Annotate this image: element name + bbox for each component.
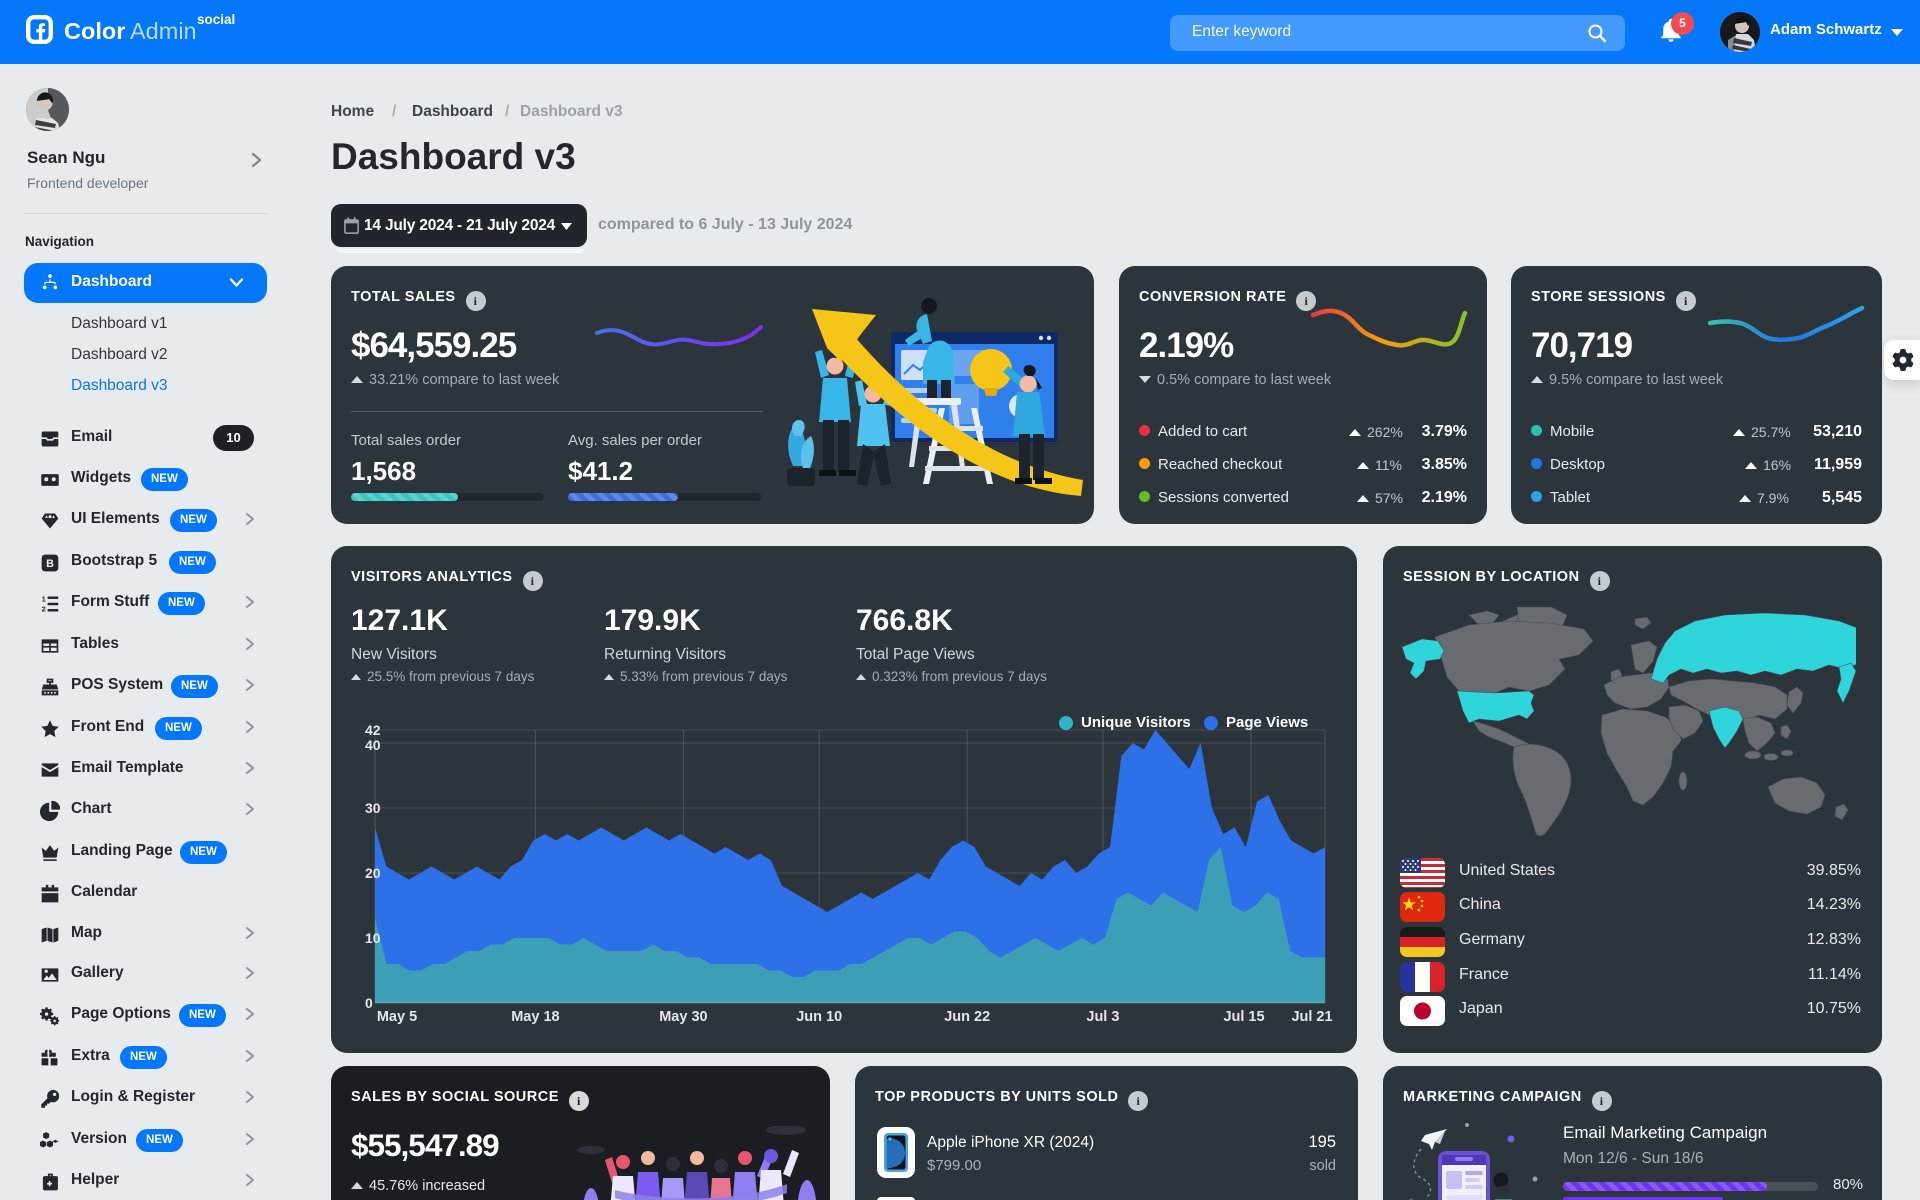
svg-text:May 5: May 5	[377, 1009, 417, 1025]
svg-text:Jun 10: Jun 10	[796, 1009, 842, 1025]
svg-text:0: 0	[365, 995, 373, 1011]
svg-text:May 18: May 18	[511, 1009, 559, 1025]
svg-text:Jul 21: Jul 21	[1291, 1009, 1332, 1025]
svg-text:1: 1	[42, 595, 46, 604]
svg-text:Jul 15: Jul 15	[1223, 1009, 1264, 1025]
svg-text:42: 42	[365, 722, 381, 738]
svg-text:2: 2	[42, 605, 46, 614]
svg-text:10: 10	[365, 930, 381, 946]
svg-text:B: B	[46, 558, 54, 570]
svg-text:30: 30	[365, 800, 381, 816]
svg-text:Jul 3: Jul 3	[1086, 1009, 1119, 1025]
svg-text:Jun 22: Jun 22	[944, 1009, 990, 1025]
svg-text:20: 20	[365, 865, 381, 881]
svg-text:May 30: May 30	[659, 1009, 707, 1025]
svg-text:40: 40	[365, 737, 381, 753]
